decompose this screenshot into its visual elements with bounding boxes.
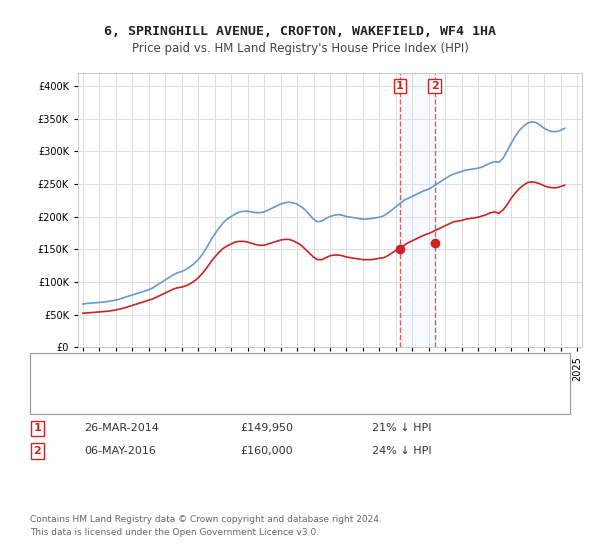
- Text: 6, SPRINGHILL AVENUE, CROFTON, WAKEFIELD, WF4 1HA: 6, SPRINGHILL AVENUE, CROFTON, WAKEFIELD…: [104, 25, 496, 38]
- Text: 21% ↓ HPI: 21% ↓ HPI: [372, 423, 431, 433]
- Text: £149,950: £149,950: [240, 423, 293, 433]
- Text: 1: 1: [396, 81, 404, 91]
- Text: HPI: Average price, detached house, Wakefield: HPI: Average price, detached house, Wake…: [69, 379, 313, 389]
- Text: 1: 1: [34, 423, 41, 433]
- Text: 06-MAY-2016: 06-MAY-2016: [84, 446, 156, 456]
- Text: 2: 2: [431, 81, 439, 91]
- Text: Contains HM Land Registry data © Crown copyright and database right 2024.
This d: Contains HM Land Registry data © Crown c…: [30, 515, 382, 536]
- Text: ——: ——: [51, 360, 76, 374]
- Text: ——: ——: [51, 377, 76, 390]
- Text: £160,000: £160,000: [240, 446, 293, 456]
- Text: Price paid vs. HM Land Registry's House Price Index (HPI): Price paid vs. HM Land Registry's House …: [131, 42, 469, 55]
- Bar: [400, 73, 434, 347]
- Text: 2: 2: [34, 446, 41, 456]
- Text: 24% ↓ HPI: 24% ↓ HPI: [372, 446, 431, 456]
- Text: 6, SPRINGHILL AVENUE, CROFTON, WAKEFIELD, WF4 1HA (detached house): 6, SPRINGHILL AVENUE, CROFTON, WAKEFIELD…: [69, 362, 461, 372]
- Text: 26-MAR-2014: 26-MAR-2014: [84, 423, 159, 433]
